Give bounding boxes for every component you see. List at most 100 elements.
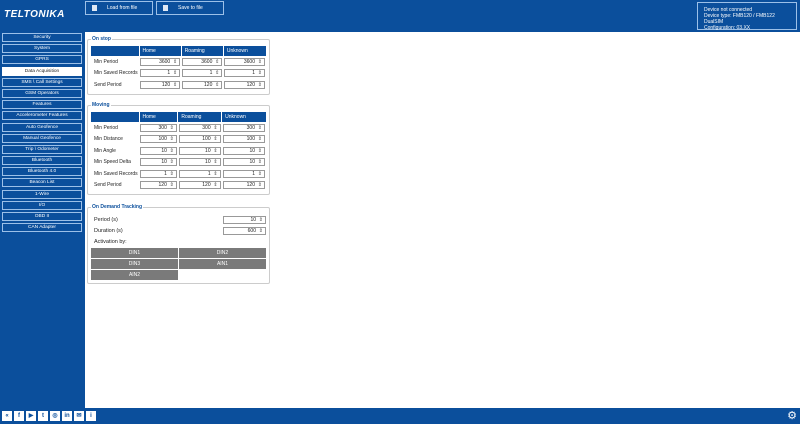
row-label: Send Period [94, 81, 122, 88]
sidebar-item[interactable]: 1-Wire [2, 189, 82, 199]
teltonika-icon[interactable]: « [2, 411, 12, 421]
sidebar-item[interactable]: Features [2, 100, 82, 110]
number-input[interactable]: 120 [224, 80, 265, 89]
row-label: Min Period [94, 124, 118, 131]
sidebar-item[interactable]: Accelerometer Features [2, 111, 82, 121]
instagram-icon[interactable]: ◎ [50, 411, 60, 421]
activation-din1-button[interactable]: DIN1 [91, 248, 178, 258]
period-label: Period (s) [94, 216, 118, 223]
sidebar-item[interactable]: I/O [2, 200, 82, 210]
sidebar-item[interactable]: Beacon List [2, 178, 82, 188]
number-input[interactable]: 3600 [140, 57, 181, 66]
number-input[interactable]: 3600 [182, 57, 223, 66]
gear-icon[interactable]: ⚙ [787, 410, 797, 422]
column-header: Home [138, 46, 182, 56]
sidebar-item[interactable]: GPRS [2, 55, 82, 65]
number-input[interactable]: 120 [222, 181, 265, 190]
configuration: Configuration: 03.XX [704, 25, 751, 31]
sidebar-item[interactable]: Security [2, 33, 82, 42]
header-cell [91, 112, 139, 122]
number-input[interactable]: 300 [140, 123, 177, 132]
number-input[interactable]: 300 [178, 123, 221, 132]
number-input[interactable]: 120 [178, 181, 221, 190]
value-cell: 100 [222, 134, 266, 146]
number-input[interactable]: 100 [222, 135, 265, 144]
number-input[interactable]: 10 [140, 146, 177, 155]
column-header: Roaming [180, 46, 224, 56]
row-label: Min Saved Records [94, 70, 138, 77]
column-header: Unknown [222, 46, 266, 56]
sidebar-item[interactable]: System [2, 44, 82, 54]
duration-input[interactable]: 600 [223, 226, 266, 235]
number-input[interactable]: 1 [224, 69, 265, 78]
row-label: Min Speed Delta [94, 159, 131, 166]
number-input[interactable]: 120 [182, 80, 223, 89]
number-input[interactable]: 10 [178, 146, 221, 155]
load-from-file-button[interactable]: Load from file [85, 1, 153, 15]
sidebar-item[interactable]: Data Acquisition [2, 66, 82, 76]
table-row: Send Period120120120 [91, 180, 266, 192]
value-cell: 10 [178, 157, 222, 169]
duration-row: Duration (s) 600 [91, 225, 266, 236]
sidebar-item[interactable]: CAN Adapter [2, 223, 82, 233]
value-cell: 120 [222, 180, 266, 192]
value-cell: 10 [222, 145, 266, 157]
header-cell [91, 46, 139, 56]
value-cell: 120 [178, 180, 222, 192]
linkedin-icon[interactable]: in [62, 411, 72, 421]
table-row: Min Period300300300 [91, 122, 266, 134]
forum-icon[interactable]: ✉ [74, 411, 84, 421]
number-input[interactable]: 1 [178, 169, 221, 178]
youtube-icon[interactable]: ▶ [26, 411, 36, 421]
column-header: Unknown [221, 112, 266, 122]
twitter-icon[interactable]: t [38, 411, 48, 421]
number-input[interactable]: 1 [222, 169, 265, 178]
save-label: Save to file [178, 5, 203, 11]
sidebar-item[interactable]: GSM Operators [2, 88, 82, 98]
sidebar-item[interactable]: Manual Geofence [2, 133, 82, 143]
value-cell: 1 [181, 68, 223, 80]
info-icon[interactable]: i [86, 411, 96, 421]
sidebar-item[interactable]: OBD II [2, 212, 82, 221]
row-label: Send Period [94, 182, 122, 189]
period-input[interactable]: 10 [223, 215, 266, 224]
section-title: On Demand Tracking [92, 204, 143, 210]
device-status: Device not connected [704, 7, 753, 13]
activation-din2-button[interactable]: DIN2 [179, 248, 266, 258]
number-input[interactable]: 300 [222, 123, 265, 132]
number-input[interactable]: 100 [140, 135, 177, 144]
sidebar-item[interactable]: Trip \ Odometer [2, 144, 82, 154]
value-cell: 1 [222, 168, 266, 180]
activation-ain1-button[interactable]: AIN1 [179, 259, 266, 269]
number-input[interactable]: 3600 [224, 57, 265, 66]
sidebar-item[interactable]: Bluetooth [2, 156, 82, 166]
facebook-icon[interactable]: f [14, 411, 24, 421]
number-input[interactable]: 10 [222, 146, 265, 155]
number-input[interactable]: 10 [222, 158, 265, 167]
activation-ain2-button[interactable]: AIN2 [91, 270, 178, 280]
number-input[interactable]: 10 [140, 158, 177, 167]
number-input[interactable]: 1 [182, 69, 223, 78]
table-header: Home Roaming Unknown [91, 112, 266, 122]
number-input[interactable]: 10 [178, 158, 221, 167]
sidebar-item[interactable]: Auto Geofence [2, 122, 82, 132]
number-input[interactable]: 1 [140, 69, 181, 78]
number-input[interactable]: 120 [140, 80, 181, 89]
number-input[interactable]: 1 [140, 169, 177, 178]
number-input[interactable]: 100 [178, 135, 221, 144]
table-row: Min Saved Records111 [91, 68, 266, 80]
value-cell: 10 [139, 145, 178, 157]
save-to-file-button[interactable]: Save to file [156, 1, 224, 15]
number-input[interactable]: 120 [140, 181, 177, 190]
table-row: Min Distance100100100 [91, 134, 266, 146]
value-cell: 1 [178, 168, 222, 180]
sidebar-item[interactable]: SMS \ Call Settings [2, 77, 82, 87]
row-label: Min Saved Records [94, 170, 138, 177]
activation-din3-button[interactable]: DIN3 [91, 259, 178, 269]
teltonika-logo: TELTONIKA [4, 9, 65, 20]
sidebar-item[interactable]: Bluetooth 4.0 [2, 167, 82, 177]
row-label: Min Distance [94, 136, 123, 143]
